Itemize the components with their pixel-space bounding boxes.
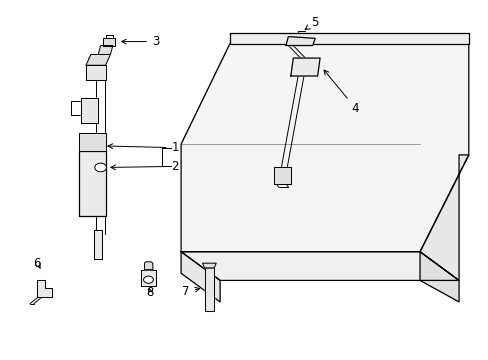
Polygon shape: [144, 262, 153, 270]
Text: 5: 5: [305, 16, 318, 30]
Text: 4: 4: [324, 70, 359, 115]
Text: 3: 3: [122, 35, 159, 48]
Polygon shape: [181, 252, 220, 302]
Text: 2: 2: [111, 160, 179, 173]
Polygon shape: [290, 58, 320, 76]
Polygon shape: [204, 268, 214, 311]
Polygon shape: [181, 252, 458, 280]
Circle shape: [143, 276, 153, 283]
Polygon shape: [103, 39, 115, 45]
Polygon shape: [419, 252, 458, 302]
Polygon shape: [141, 270, 156, 286]
Polygon shape: [86, 54, 110, 65]
Polygon shape: [229, 33, 468, 44]
Polygon shape: [419, 155, 468, 280]
Text: 7: 7: [182, 285, 200, 298]
Polygon shape: [98, 45, 113, 54]
Text: 6: 6: [34, 257, 41, 270]
Text: 8: 8: [146, 286, 154, 299]
Polygon shape: [79, 151, 105, 216]
Polygon shape: [37, 280, 52, 297]
Polygon shape: [202, 263, 216, 268]
Polygon shape: [86, 65, 105, 80]
Polygon shape: [285, 37, 315, 45]
Polygon shape: [181, 44, 468, 252]
Polygon shape: [81, 98, 98, 123]
Circle shape: [95, 163, 106, 172]
Polygon shape: [94, 230, 102, 259]
Polygon shape: [79, 134, 105, 151]
Text: 1: 1: [108, 141, 179, 154]
Polygon shape: [273, 167, 290, 184]
